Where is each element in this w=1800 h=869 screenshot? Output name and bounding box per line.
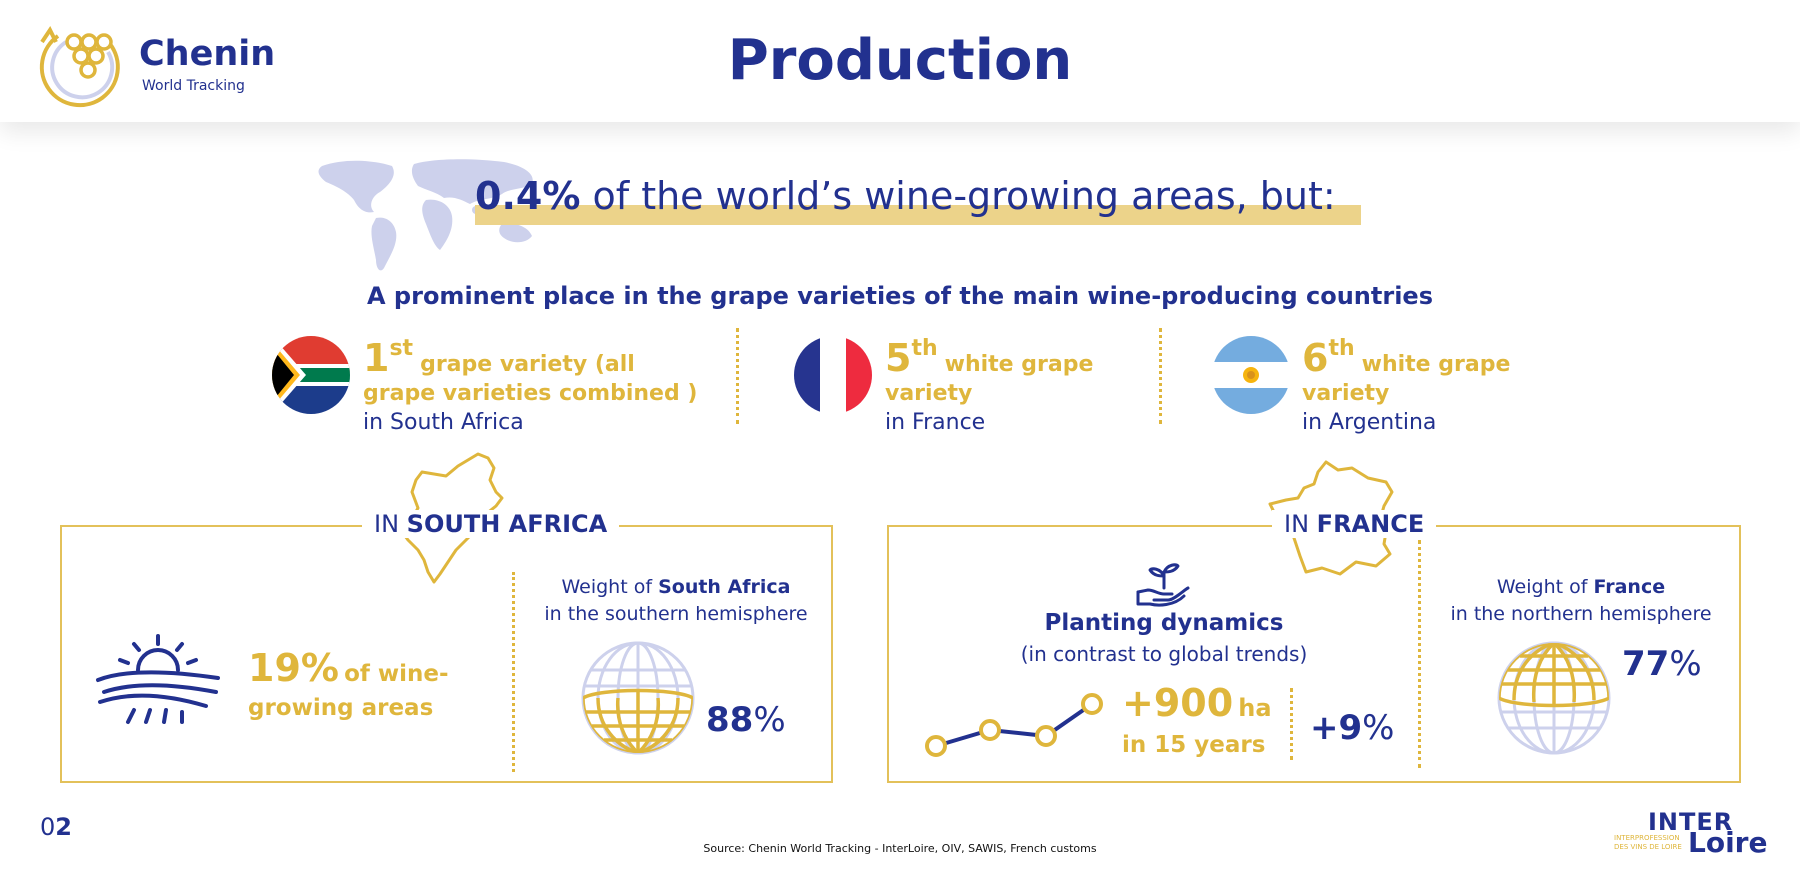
- sa-weight-caption: Weight of South Africa in the southern h…: [530, 574, 822, 628]
- rank-desc-line2: grape varieties combined ): [363, 381, 698, 406]
- rank-suffix: th: [911, 336, 938, 361]
- divider-dotted: [736, 328, 739, 424]
- rank-desc-line1: white grape: [1361, 352, 1511, 377]
- argentina-flag-icon: [1212, 336, 1290, 414]
- rank-number: 6: [1302, 336, 1329, 380]
- area-text-line2: growing areas: [248, 695, 434, 721]
- rank-where: in South Africa: [363, 410, 524, 435]
- chenin-logo-icon: [39, 26, 120, 108]
- rank-france: 5th white grape variety in France: [885, 334, 1165, 437]
- page-number: 02: [40, 813, 72, 841]
- logo-tag-line2: DES VINS DE LOIRE: [1614, 843, 1682, 851]
- ha-period: in 15 years: [1122, 732, 1266, 758]
- brand-subtitle: World Tracking: [142, 78, 245, 94]
- label-prefix: IN: [1284, 510, 1310, 538]
- weight-line2: in the southern hemisphere: [544, 603, 808, 625]
- rank-argentina: 6th white grape variety in Argentina: [1302, 334, 1602, 437]
- planting-subtitle: (in contrast to global trends): [1020, 642, 1308, 666]
- weight-country: South Africa: [658, 576, 791, 598]
- growth-pct: +9%: [1310, 708, 1394, 748]
- page-prefix: 0: [40, 813, 56, 841]
- weight-prefix: Weight of: [561, 576, 653, 598]
- south-africa-label: IN SOUTH AFRICA: [362, 510, 620, 538]
- subheading: A prominent place in the grape varieties…: [367, 282, 1433, 310]
- interloire-logo: INTER Loire INTERPROFESSION DES VINS DE …: [1612, 808, 1772, 859]
- label-country: SOUTH AFRICA: [406, 510, 608, 538]
- weight-number: 88: [706, 700, 754, 740]
- label-prefix: IN: [374, 510, 400, 538]
- divider-dotted: [1290, 688, 1293, 760]
- seedling-hand-icon: [1136, 563, 1190, 607]
- fr-weight-caption: Weight of France in the northern hemisph…: [1436, 574, 1726, 628]
- page-title: Production: [727, 28, 1073, 93]
- south-africa-flag-icon: [272, 336, 350, 414]
- divider-dotted: [512, 572, 515, 772]
- growth-unit: %: [1362, 708, 1395, 748]
- globe-northern-icon: [1497, 641, 1611, 755]
- header-bar: Chenin World Tracking Production: [0, 0, 1800, 122]
- france-label: IN FRANCE: [1272, 510, 1437, 538]
- rank-number: 5: [885, 336, 912, 380]
- rank-suffix: th: [1328, 336, 1355, 361]
- divider-dotted: [1159, 328, 1162, 424]
- growth-line-icon: [925, 693, 1103, 757]
- source-note: Source: Chenin World Tracking - InterLoi…: [703, 842, 1097, 855]
- logo-tag-line1: INTERPROFESSION: [1614, 834, 1680, 842]
- ha-growth: +900 ha in 15 years: [1122, 684, 1282, 762]
- rank-desc-line2: variety: [885, 381, 973, 406]
- weight-unit: %: [1669, 644, 1702, 684]
- weight-unit: %: [753, 700, 786, 740]
- rank-where: in France: [885, 410, 986, 435]
- rank-desc-line2: variety: [1302, 381, 1390, 406]
- headline: 0.4% of the world’s wine-growing areas, …: [475, 174, 1336, 218]
- area-pct: 19%: [248, 646, 339, 690]
- weight-number: 77: [1622, 644, 1670, 684]
- area-text-line1: of wine-: [344, 661, 449, 687]
- rank-south-africa: 1st grape variety (all grape varieties c…: [363, 334, 703, 437]
- headline-value: 0.4%: [475, 174, 581, 218]
- rank-where: in Argentina: [1302, 410, 1437, 435]
- headline-highlight: [475, 205, 1361, 225]
- globe-southern-icon: [581, 641, 695, 755]
- logo-top: INTER: [1648, 808, 1734, 836]
- fr-weight-value: 77%: [1622, 644, 1702, 684]
- sa-weight-value: 88%: [706, 700, 786, 740]
- logo-bottom: Loire: [1688, 826, 1768, 859]
- rank-desc-line1: white grape: [944, 352, 1094, 377]
- divider-dotted: [1418, 540, 1421, 768]
- france-flag-icon: [794, 336, 872, 414]
- rank-number: 1: [363, 336, 390, 380]
- rank-suffix: st: [389, 336, 414, 361]
- planting-title: Planting dynamics: [1044, 610, 1284, 636]
- label-country: FRANCE: [1316, 510, 1425, 538]
- page-digit: 2: [55, 813, 72, 841]
- headline-text: of the world’s wine-growing areas, but:: [592, 174, 1336, 218]
- area-share: 19% of wine- growing areas: [248, 649, 488, 724]
- weight-prefix: Weight of: [1496, 576, 1588, 598]
- weight-country: France: [1593, 576, 1666, 598]
- sunrise-fields-icon: [96, 634, 220, 724]
- weight-line2: in the northern hemisphere: [1450, 603, 1712, 625]
- ha-value: +900: [1122, 681, 1234, 725]
- ha-unit: ha: [1238, 694, 1272, 722]
- growth-number: +9: [1310, 708, 1363, 748]
- brand-name: Chenin: [139, 34, 276, 74]
- rank-desc-line1: grape variety (all: [420, 352, 635, 377]
